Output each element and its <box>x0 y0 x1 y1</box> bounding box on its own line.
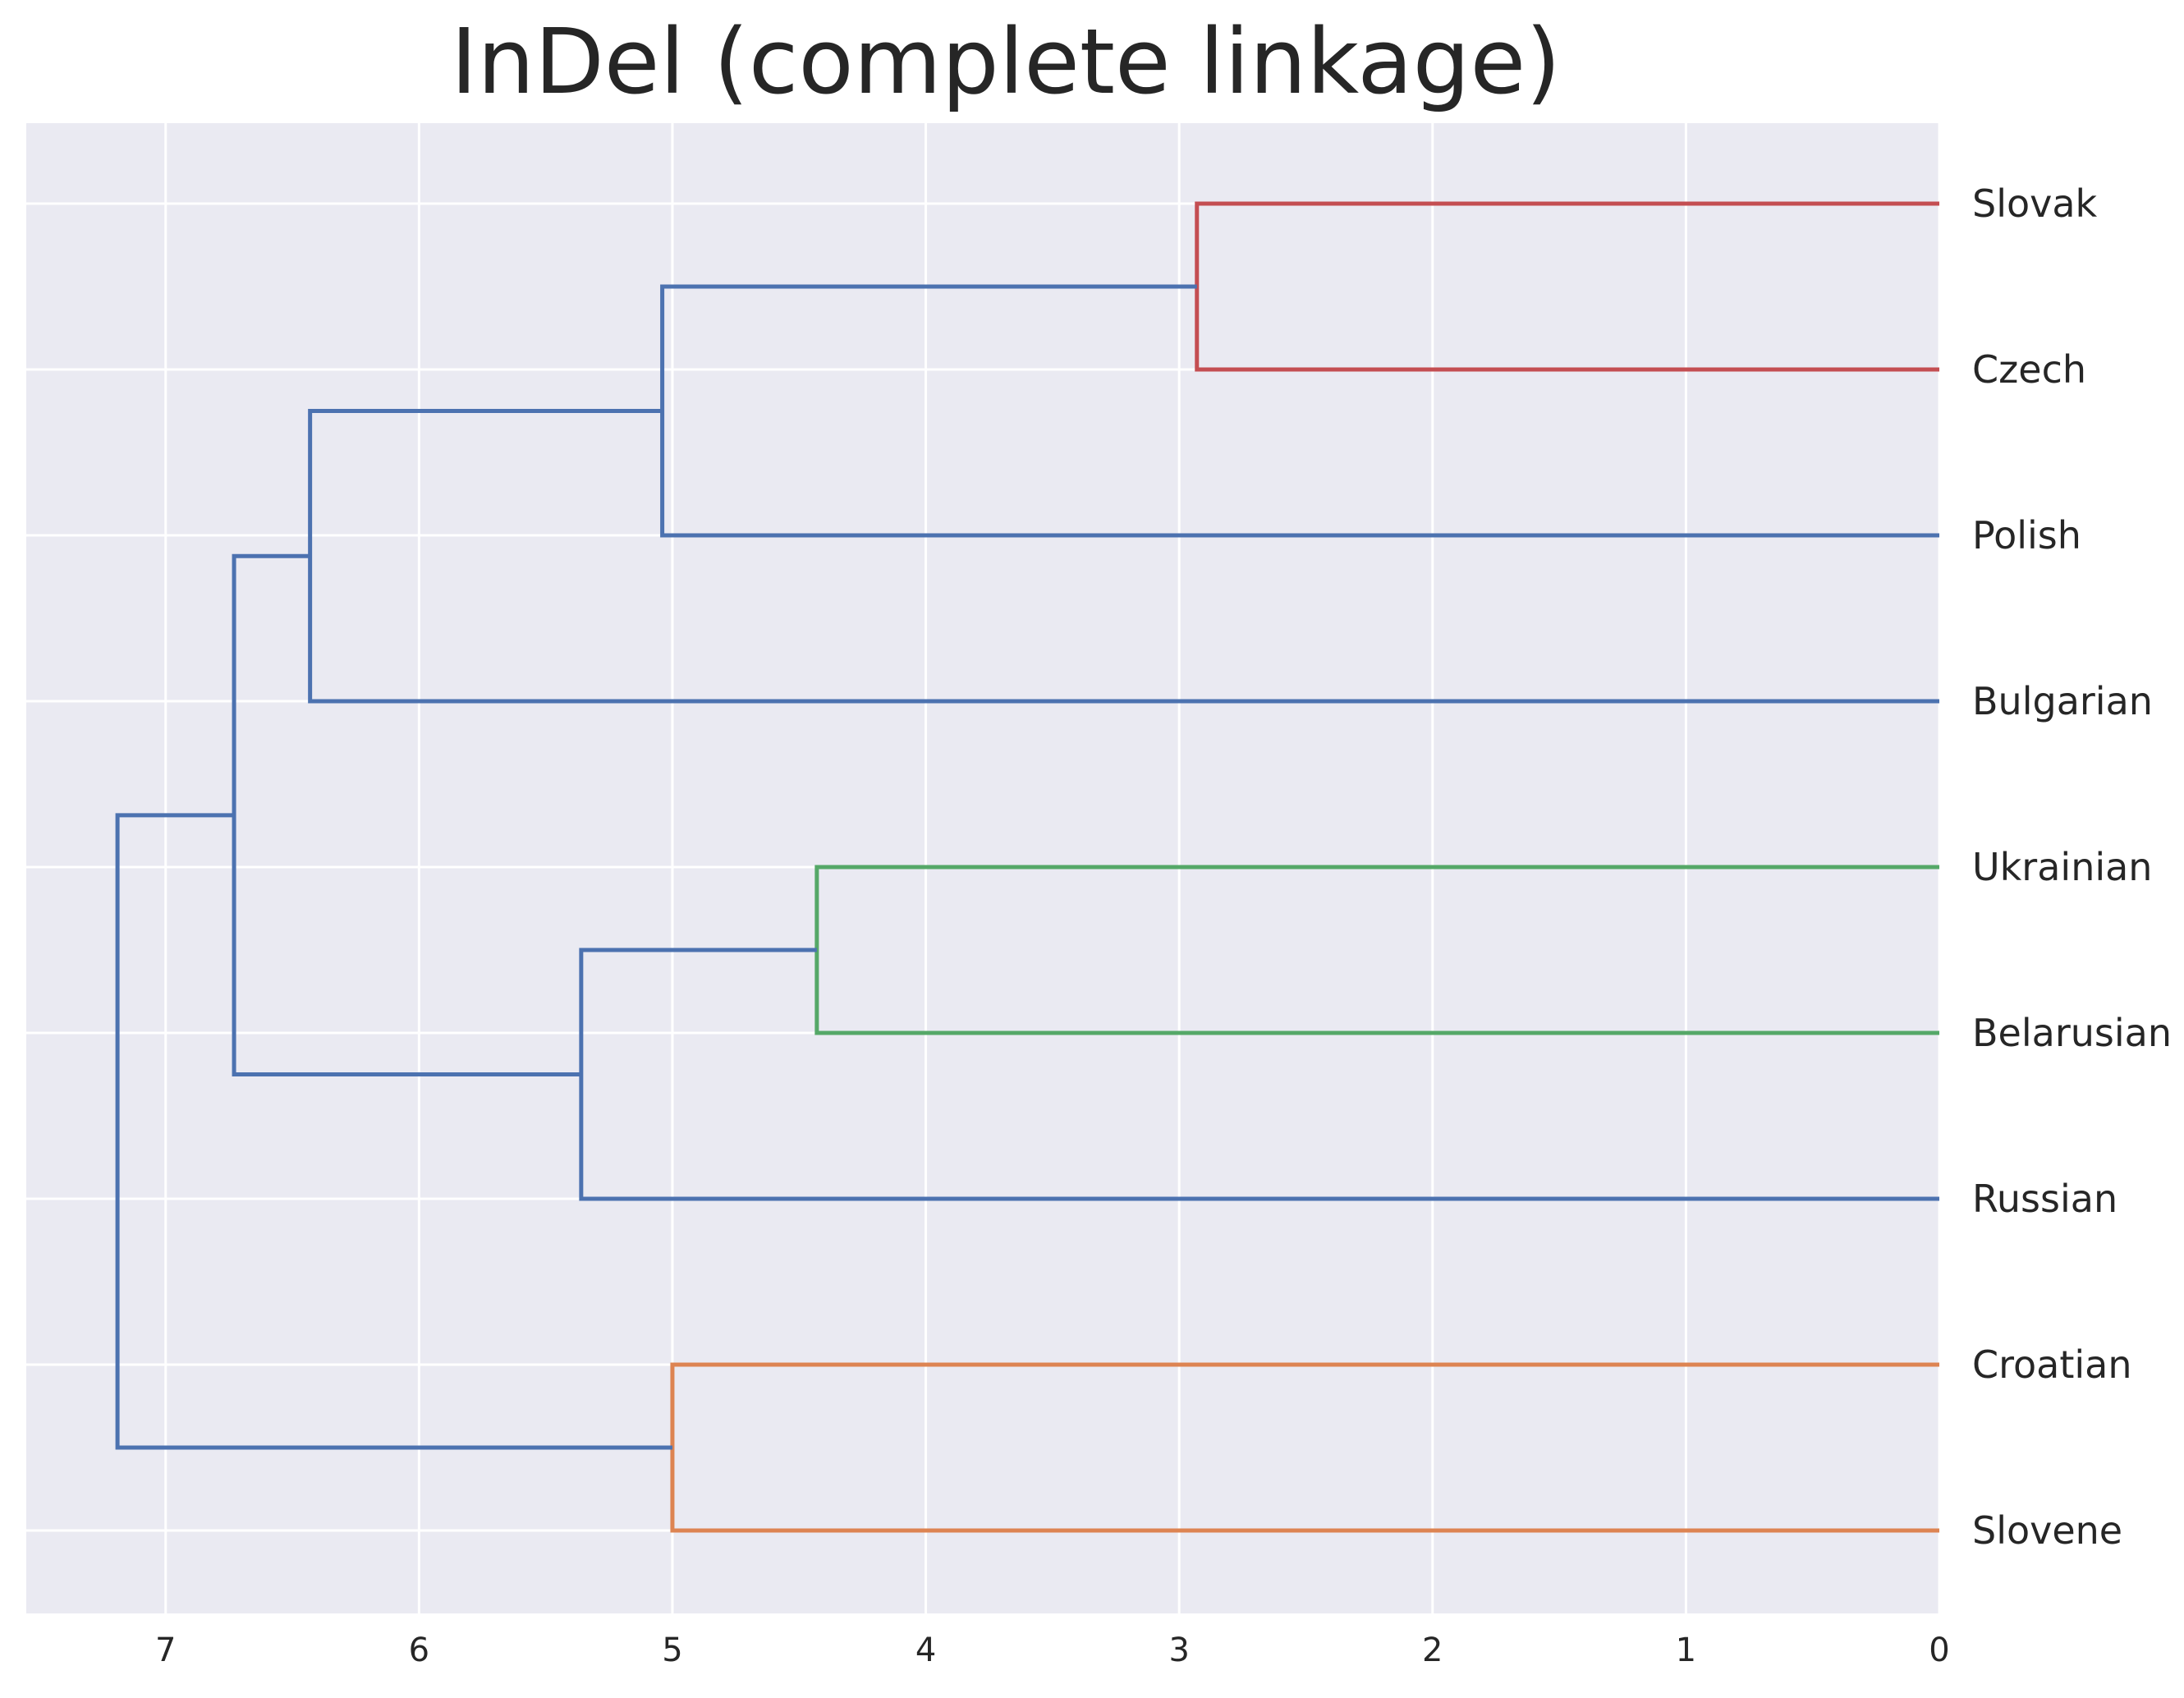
x-tick-label: 1 <box>1676 1631 1696 1669</box>
leaf-labels: Slovak Czech Polish Bulgarian Ukrainian Belar… <box>1972 181 2172 1553</box>
leaf-label: Ukrainian <box>1972 845 2152 889</box>
leaf-label: Slovak <box>1972 181 2098 226</box>
x-tick-label: 3 <box>1168 1631 1189 1669</box>
x-tick-label: 7 <box>155 1631 176 1669</box>
x-tick-label: 0 <box>1929 1631 1949 1669</box>
dendrogram-link <box>115 813 672 1450</box>
leaf-label: Croatian <box>1972 1342 2132 1387</box>
x-tick-label: 5 <box>662 1631 682 1669</box>
leaf-label: Slovene <box>1972 1508 2122 1553</box>
chart-title: InDel (complete linkage) <box>450 9 1562 114</box>
leaf-label: Bulgarian <box>1972 679 2153 723</box>
x-tick-label: 2 <box>1422 1631 1443 1669</box>
x-axis-ticks: 7 6 5 4 3 2 1 0 <box>155 1631 1950 1669</box>
leaf-label: Polish <box>1972 513 2081 558</box>
leaf-label: Belarusian <box>1972 1011 2172 1055</box>
leaf-label: Czech <box>1972 347 2086 392</box>
x-tick-label: 6 <box>409 1631 429 1669</box>
dendrogram-link <box>814 865 1939 1035</box>
dendrogram-link <box>670 1362 1939 1533</box>
link-layer <box>115 201 1939 1533</box>
leaf-label: Russian <box>1972 1177 2117 1221</box>
x-tick-label: 4 <box>915 1631 936 1669</box>
dendrogram-link <box>232 553 581 1076</box>
